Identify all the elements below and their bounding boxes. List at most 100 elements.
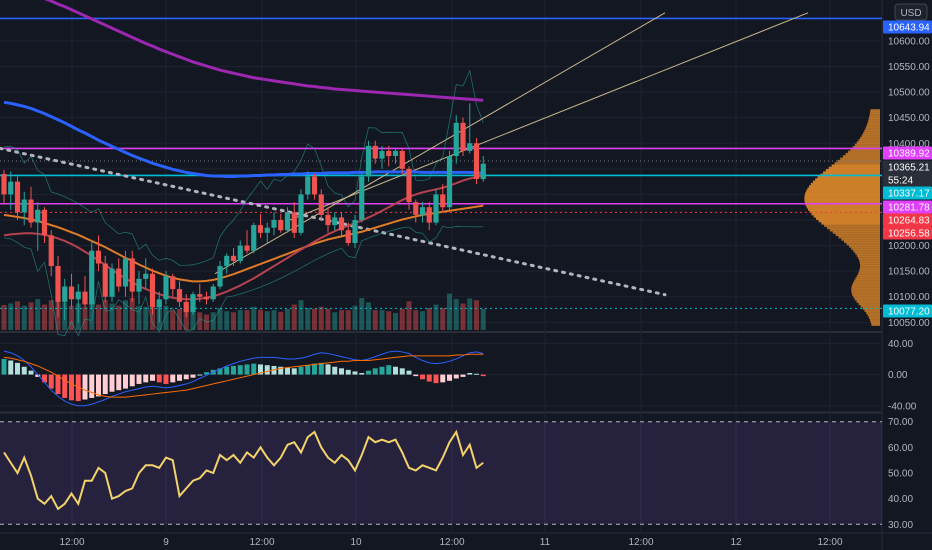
moving-average-line[interactable]: [3, 174, 484, 301]
macd-line[interactable]: [3, 350, 484, 407]
price-tag[interactable]: 10264.83: [883, 213, 932, 227]
candle[interactable]: [413, 199, 419, 223]
candle[interactable]: [352, 214, 358, 249]
candle[interactable]: [62, 278, 68, 320]
candle[interactable]: [1, 169, 7, 205]
candle[interactable]: [122, 250, 129, 297]
currency-badge[interactable]: USD: [894, 3, 928, 21]
candle[interactable]: [82, 276, 88, 307]
candle[interactable]: [251, 222, 257, 254]
price-tag[interactable]: 10365.21: [883, 160, 932, 174]
time-axis[interactable]: 12:00 9 12:00 10 12:00 11 12:00 12 12:00: [59, 537, 842, 548]
price-tag[interactable]: 10256.58: [883, 226, 932, 240]
candle[interactable]: [183, 294, 189, 318]
candle[interactable]: [392, 147, 399, 164]
dotted-trendline[interactable]: [0, 146, 667, 297]
candle[interactable]: [230, 248, 237, 267]
candle[interactable]: [8, 171, 14, 210]
candle[interactable]: [419, 202, 426, 223]
candle[interactable]: [237, 240, 243, 264]
candle[interactable]: [68, 273, 75, 307]
candle[interactable]: [332, 212, 338, 231]
candle[interactable]: [426, 202, 432, 231]
candle[interactable]: [480, 156, 486, 182]
candle[interactable]: [210, 283, 216, 302]
candle[interactable]: [460, 117, 466, 157]
candle[interactable]: [345, 222, 351, 246]
candle[interactable]: [21, 191, 27, 226]
price-tag[interactable]: 10389.92: [883, 146, 932, 160]
candle[interactable]: [170, 273, 176, 297]
price-tag[interactable]: 10337.17: [883, 186, 932, 200]
candle[interactable]: [14, 176, 21, 220]
candle[interactable]: [203, 291, 210, 305]
candle[interactable]: [440, 184, 446, 213]
price-pane[interactable]: [0, 0, 882, 337]
volume-profile-bar: [859, 261, 880, 264]
moving-average-line[interactable]: [3, 100, 484, 179]
candle[interactable]: [264, 222, 270, 244]
candle[interactable]: [453, 115, 459, 164]
price-axis[interactable]: 10600.00 10550.00 10500.00 10450.00 10400.00…: [883, 20, 932, 531]
candle[interactable]: [89, 240, 95, 310]
candle[interactable]: [298, 189, 304, 236]
candle[interactable]: [278, 213, 284, 233]
candle[interactable]: [311, 173, 318, 200]
candle[interactable]: [176, 281, 183, 307]
candle[interactable]: [48, 230, 54, 277]
price-tag[interactable]: 10281.78: [883, 200, 932, 214]
candle[interactable]: [156, 291, 162, 323]
candle[interactable]: [143, 258, 149, 290]
rsi-pane[interactable]: [0, 421, 882, 525]
channel-lower-trendline[interactable]: [289, 12, 809, 221]
candle[interactable]: [95, 235, 102, 272]
price-tag[interactable]: 55:24: [883, 173, 932, 187]
candle[interactable]: [163, 271, 169, 305]
candle[interactable]: [109, 263, 115, 302]
candle[interactable]: [28, 186, 34, 228]
candle[interactable]: [291, 202, 297, 238]
candle[interactable]: [305, 171, 311, 200]
candle[interactable]: [338, 212, 345, 236]
macd-signal-line[interactable]: [3, 353, 484, 398]
candle[interactable]: [136, 271, 142, 305]
candle[interactable]: [473, 138, 480, 185]
price-tag[interactable]: 10077.20: [883, 304, 932, 318]
candle[interactable]: [224, 253, 230, 274]
candles[interactable]: [1, 103, 486, 323]
candle[interactable]: [102, 255, 108, 302]
volume-profile-bar: [868, 118, 880, 121]
candle[interactable]: [75, 283, 81, 323]
candle[interactable]: [149, 268, 156, 315]
candle[interactable]: [399, 148, 405, 174]
candle[interactable]: [41, 207, 48, 244]
candle[interactable]: [55, 255, 61, 318]
candle[interactable]: [271, 212, 277, 236]
candle[interactable]: [190, 291, 196, 315]
candle[interactable]: [359, 171, 365, 223]
candle[interactable]: [433, 189, 439, 226]
candle[interactable]: [197, 283, 203, 302]
candle[interactable]: [217, 260, 223, 290]
candle[interactable]: [284, 207, 291, 233]
candle[interactable]: [325, 207, 331, 233]
candle[interactable]: [35, 202, 41, 251]
rsi-line[interactable]: [3, 429, 484, 511]
macd-pane[interactable]: [1, 350, 486, 407]
candle[interactable]: [372, 140, 378, 164]
candle[interactable]: [116, 258, 122, 292]
candle[interactable]: [365, 140, 372, 182]
candle[interactable]: [406, 166, 412, 210]
candle[interactable]: [318, 189, 324, 220]
candle[interactable]: [386, 145, 392, 167]
moving-average-line[interactable]: [4, 0, 484, 102]
candle[interactable]: [129, 250, 135, 302]
candle[interactable]: [379, 145, 385, 169]
candle[interactable]: [467, 103, 473, 154]
candle[interactable]: [446, 150, 453, 213]
candle[interactable]: [257, 213, 264, 238]
candle[interactable]: [244, 230, 250, 254]
price-tag[interactable]: 10643.94: [883, 20, 932, 34]
moving-average-line[interactable]: [3, 204, 484, 283]
